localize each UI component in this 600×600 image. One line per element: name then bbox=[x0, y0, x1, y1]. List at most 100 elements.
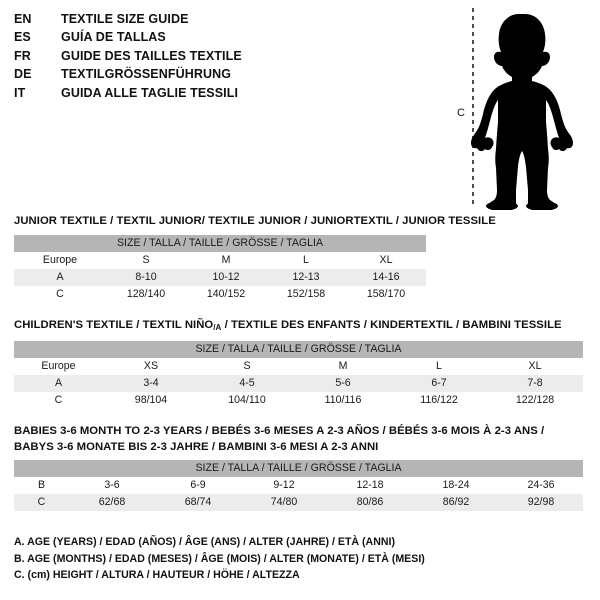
table-cell: 122/128 bbox=[487, 391, 584, 409]
table-cell: 3-6 bbox=[69, 477, 155, 494]
table-cell: 5-6 bbox=[295, 374, 391, 392]
row-label: B bbox=[14, 477, 69, 494]
section-title-junior: JUNIOR TEXTILE / TEXTIL JUNIOR/ TEXTILE … bbox=[14, 215, 496, 227]
language-row-es: ES GUÍA DE TALLAS bbox=[14, 30, 314, 48]
section-title-children-pre: CHILDREN'S TEXTILE / TEXTIL NIÑO bbox=[14, 319, 214, 331]
band-label: SIZE / TALLA / TAILLE / GRÖSSE / TAGLIA bbox=[14, 234, 427, 252]
table-band-header: SIZE / TALLA / TAILLE / GRÖSSE / TAGLIA bbox=[14, 340, 584, 358]
table-row: B 3-6 6-9 9-12 12-18 18-24 24-36 bbox=[14, 477, 584, 494]
language-title: GUIDA ALLE TAGLIE TESSILI bbox=[61, 85, 239, 100]
junior-size-table: SIZE / TALLA / TAILLE / GRÖSSE / TAGLIA … bbox=[14, 234, 427, 303]
language-code: IT bbox=[14, 85, 26, 100]
table-cell: 110/116 bbox=[295, 391, 391, 409]
table-band-header: SIZE / TALLA / TAILLE / GRÖSSE / TAGLIA bbox=[14, 460, 584, 477]
table-cell: 18-24 bbox=[413, 477, 499, 494]
table-cell: L bbox=[266, 251, 346, 269]
table-cell: 92/98 bbox=[499, 494, 584, 511]
table-cell: M bbox=[295, 357, 391, 375]
babies-size-table: SIZE / TALLA / TAILLE / GRÖSSE / TAGLIA … bbox=[14, 460, 584, 511]
toddler-shorts-shape bbox=[496, 122, 548, 156]
table-cell: 98/104 bbox=[103, 391, 199, 409]
table-cell: S bbox=[106, 251, 186, 269]
table-cell: 86/92 bbox=[413, 494, 499, 511]
language-title: TEXTILE SIZE GUIDE bbox=[61, 12, 189, 26]
row-label: A bbox=[14, 374, 103, 392]
table-row: C 62/68 68/74 74/80 80/86 86/92 92/98 bbox=[14, 494, 584, 511]
language-code: DE bbox=[14, 67, 32, 82]
section-title-babies-line1: BABIES 3-6 MONTH TO 2-3 YEARS / BEBÉS 3-… bbox=[14, 425, 545, 437]
toddler-silhouette-illustration: C bbox=[440, 4, 600, 210]
table-cell: XL bbox=[346, 251, 427, 269]
footnote-b: B. AGE (MONTHS) / EDAD (MESES) / ÂGE (MO… bbox=[14, 552, 425, 565]
language-code: ES bbox=[14, 30, 31, 45]
table-row: Europe S M L XL bbox=[14, 251, 427, 269]
legend-footnotes: A. AGE (YEARS) / EDAD (AÑOS) / ÂGE (ANS)… bbox=[14, 534, 425, 584]
table-cell: 10-12 bbox=[186, 268, 266, 286]
section-title-babies-line2: BABYS 3-6 MONATE BIS 2-3 JAHRE / BAMBINI… bbox=[14, 440, 379, 453]
footnote-c: C. (cm) HEIGHT / ALTURA / HAUTEUR / HÖHE… bbox=[14, 569, 300, 581]
section-title-children-sub: /A bbox=[213, 323, 222, 332]
table-cell: 80/86 bbox=[327, 494, 413, 511]
table-cell: 152/158 bbox=[266, 285, 346, 303]
row-label: C bbox=[14, 494, 69, 511]
table-cell: 24-36 bbox=[499, 477, 584, 494]
height-axis-label: C bbox=[457, 107, 465, 119]
language-code: EN bbox=[14, 12, 32, 26]
table-row: Europe XS S M L XL bbox=[14, 357, 584, 375]
table-band-header: SIZE / TALLA / TAILLE / GRÖSSE / TAGLIA bbox=[14, 234, 427, 252]
language-title: GUÍA DE TALLAS bbox=[61, 30, 166, 45]
table-cell: 104/110 bbox=[199, 391, 295, 409]
row-label: C bbox=[14, 285, 106, 303]
row-label: Europe bbox=[14, 251, 106, 269]
table-cell: S bbox=[199, 357, 295, 375]
table-cell: 12-13 bbox=[266, 268, 346, 286]
language-row-en: EN TEXTILE SIZE GUIDE bbox=[14, 12, 314, 30]
table-cell: 6-9 bbox=[155, 477, 241, 494]
table-cell: 8-10 bbox=[106, 268, 186, 286]
table-row: A 3-4 4-5 5-6 6-7 7-8 bbox=[14, 374, 584, 392]
band-label: SIZE / TALLA / TAILLE / GRÖSSE / TAGLIA bbox=[14, 460, 584, 477]
table-cell: 62/68 bbox=[69, 494, 155, 511]
table-cell: 140/152 bbox=[186, 285, 266, 303]
section-babies-textile: BABIES 3-6 MONTH TO 2-3 YEARS / BEBÉS 3-… bbox=[14, 424, 584, 511]
band-label: SIZE / TALLA / TAILLE / GRÖSSE / TAGLIA bbox=[14, 340, 584, 358]
table-cell: 6-7 bbox=[391, 374, 487, 392]
table-cell: 3-4 bbox=[103, 374, 199, 392]
table-cell: XL bbox=[487, 357, 584, 375]
table-cell: XS bbox=[103, 357, 199, 375]
table-cell: 14-16 bbox=[346, 268, 427, 286]
table-row: C 128/140 140/152 152/158 158/170 bbox=[14, 285, 427, 303]
row-label: C bbox=[14, 391, 103, 409]
table-cell: 158/170 bbox=[346, 285, 427, 303]
section-junior-textile: JUNIOR TEXTILE / TEXTIL JUNIOR/ TEXTILE … bbox=[14, 214, 496, 303]
table-cell: 116/122 bbox=[391, 391, 487, 409]
language-code: FR bbox=[14, 48, 31, 63]
right-foot-shape bbox=[526, 201, 558, 210]
section-title-children: CHILDREN'S TEXTILE / TEXTIL NIÑO/A / TEX… bbox=[14, 318, 583, 336]
language-title: TEXTILGRÖSSENFÜHRUNG bbox=[61, 67, 232, 82]
table-cell: L bbox=[391, 357, 487, 375]
table-cell: 128/140 bbox=[106, 285, 186, 303]
language-row-de: DE TEXTILGRÖSSENFÜHRUNG bbox=[14, 67, 314, 85]
table-cell: M bbox=[186, 251, 266, 269]
row-label: Europe bbox=[14, 357, 103, 375]
left-foot-shape bbox=[486, 201, 518, 210]
row-label: A bbox=[14, 268, 106, 286]
table-cell: 9-12 bbox=[241, 477, 327, 494]
table-cell: 7-8 bbox=[487, 374, 584, 392]
language-row-fr: FR GUIDE DES TAILLES TEXTILE bbox=[14, 49, 314, 67]
footnote-a: A. AGE (YEARS) / EDAD (AÑOS) / ÂGE (ANS)… bbox=[14, 536, 395, 548]
table-cell: 74/80 bbox=[241, 494, 327, 511]
language-row-it: IT GUIDA ALLE TAGLIE TESSILI bbox=[14, 86, 314, 104]
toddler-body-shape bbox=[471, 14, 573, 208]
table-cell: 4-5 bbox=[199, 374, 295, 392]
section-children-textile: CHILDREN'S TEXTILE / TEXTIL NIÑO/A / TEX… bbox=[14, 318, 584, 409]
table-cell: 68/74 bbox=[155, 494, 241, 511]
section-title-children-post: / TEXTILE DES ENFANTS / KINDERTEXTIL / B… bbox=[221, 319, 562, 331]
language-title-list: EN TEXTILE SIZE GUIDE ES GUÍA DE TALLAS … bbox=[14, 12, 314, 104]
table-cell: 12-18 bbox=[327, 477, 413, 494]
table-row: C 98/104 104/110 110/116 116/122 122/128 bbox=[14, 391, 584, 409]
table-row: A 8-10 10-12 12-13 14-16 bbox=[14, 268, 427, 286]
language-title: GUIDE DES TAILLES TEXTILE bbox=[61, 48, 242, 63]
silhouette-svg bbox=[471, 8, 573, 210]
